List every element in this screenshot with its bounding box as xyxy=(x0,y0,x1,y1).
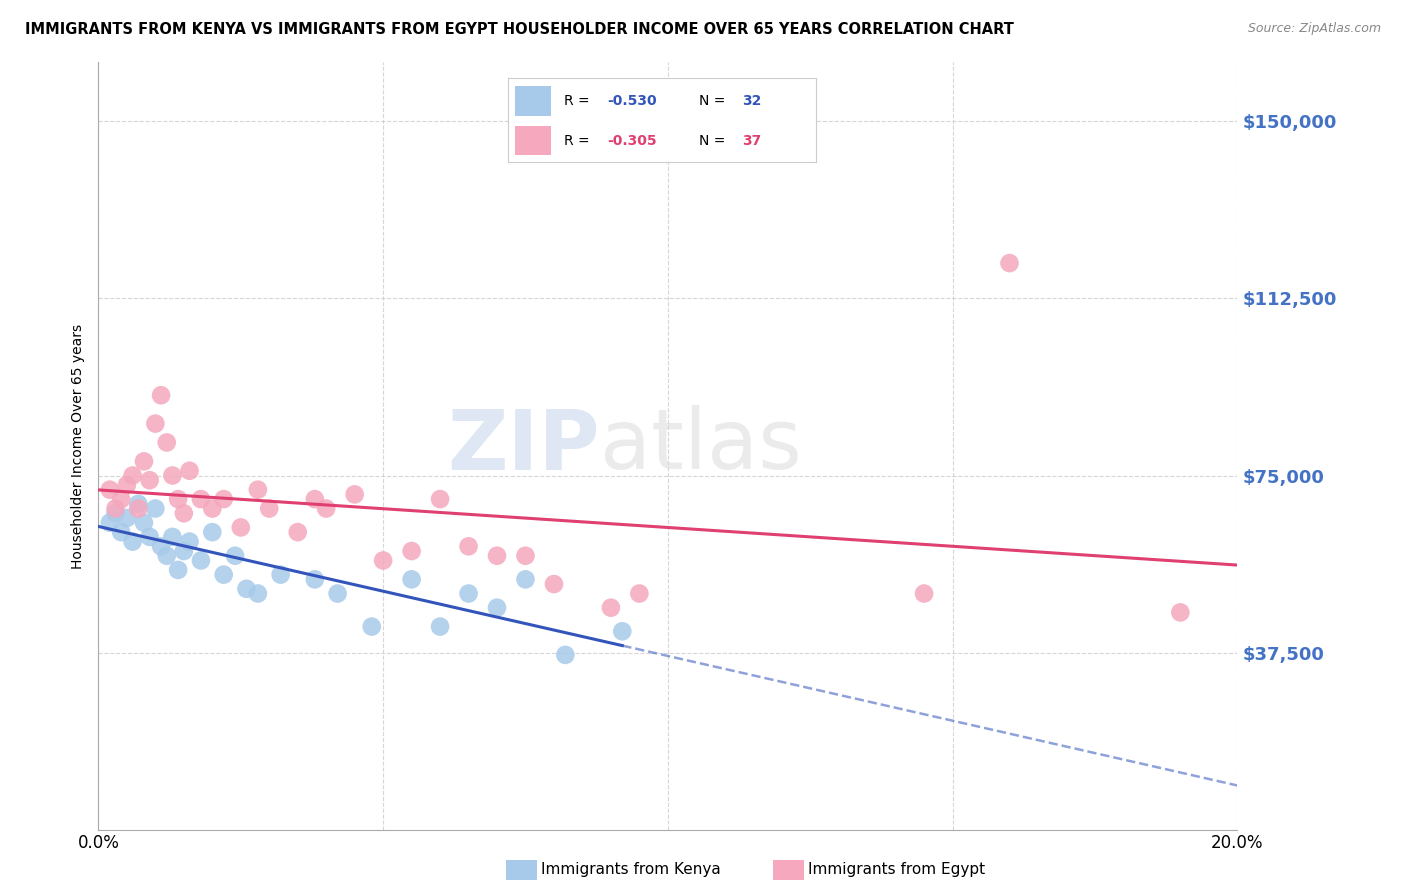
Point xyxy=(212,492,235,507)
Point xyxy=(190,492,212,507)
Point xyxy=(304,492,326,507)
Point xyxy=(104,501,127,516)
Point xyxy=(138,473,160,487)
Point xyxy=(138,530,160,544)
Point xyxy=(179,534,201,549)
Point xyxy=(554,648,576,662)
Point xyxy=(515,549,537,563)
Point xyxy=(998,256,1021,270)
Point xyxy=(190,553,212,567)
Point xyxy=(145,417,167,431)
Point xyxy=(229,520,252,534)
Point xyxy=(401,544,423,558)
Point xyxy=(373,553,395,567)
Point xyxy=(304,573,326,587)
Y-axis label: Householder Income Over 65 years: Householder Income Over 65 years xyxy=(70,324,84,568)
Text: IMMIGRANTS FROM KENYA VS IMMIGRANTS FROM EGYPT HOUSEHOLDER INCOME OVER 65 YEARS : IMMIGRANTS FROM KENYA VS IMMIGRANTS FROM… xyxy=(25,22,1014,37)
Text: Immigrants from Egypt: Immigrants from Egypt xyxy=(808,863,986,877)
Point xyxy=(201,501,224,516)
Point xyxy=(486,549,509,563)
Point xyxy=(1170,606,1192,620)
Point xyxy=(457,539,479,553)
Text: Immigrants from Kenya: Immigrants from Kenya xyxy=(541,863,721,877)
Point xyxy=(270,567,292,582)
Point xyxy=(600,600,623,615)
Point xyxy=(121,468,143,483)
Point xyxy=(486,600,509,615)
Point xyxy=(612,624,634,639)
Point xyxy=(212,567,235,582)
Point xyxy=(287,525,309,540)
Point xyxy=(315,501,337,516)
Point xyxy=(104,506,127,520)
Point xyxy=(360,619,382,633)
Point xyxy=(326,586,349,600)
Point xyxy=(121,534,143,549)
Point xyxy=(156,435,179,450)
Point xyxy=(628,586,651,600)
Point xyxy=(173,506,195,520)
Point xyxy=(127,501,149,516)
Point xyxy=(343,487,366,501)
Point xyxy=(401,573,423,587)
Point xyxy=(156,549,179,563)
Point xyxy=(173,544,195,558)
Point xyxy=(179,464,201,478)
Point xyxy=(145,501,167,516)
Point xyxy=(912,586,935,600)
Point xyxy=(162,468,184,483)
Point xyxy=(543,577,565,591)
Text: Source: ZipAtlas.com: Source: ZipAtlas.com xyxy=(1247,22,1381,36)
Point xyxy=(115,478,138,492)
Point xyxy=(224,549,246,563)
Point xyxy=(201,525,224,540)
Point xyxy=(127,497,149,511)
Point xyxy=(167,492,190,507)
Text: atlas: atlas xyxy=(599,406,801,486)
Point xyxy=(132,454,155,468)
Point xyxy=(110,492,132,507)
Point xyxy=(162,530,184,544)
Point xyxy=(167,563,190,577)
Point xyxy=(150,388,173,402)
Point xyxy=(98,483,121,497)
Point xyxy=(110,525,132,540)
Text: ZIP: ZIP xyxy=(447,406,599,486)
Point xyxy=(115,511,138,525)
Point xyxy=(457,586,479,600)
Point xyxy=(429,619,451,633)
Point xyxy=(132,516,155,530)
Point xyxy=(98,516,121,530)
Point xyxy=(259,501,281,516)
Point xyxy=(246,483,269,497)
Point xyxy=(515,573,537,587)
Point xyxy=(429,492,451,507)
Point xyxy=(235,582,257,596)
Point xyxy=(150,539,173,553)
Point xyxy=(246,586,269,600)
